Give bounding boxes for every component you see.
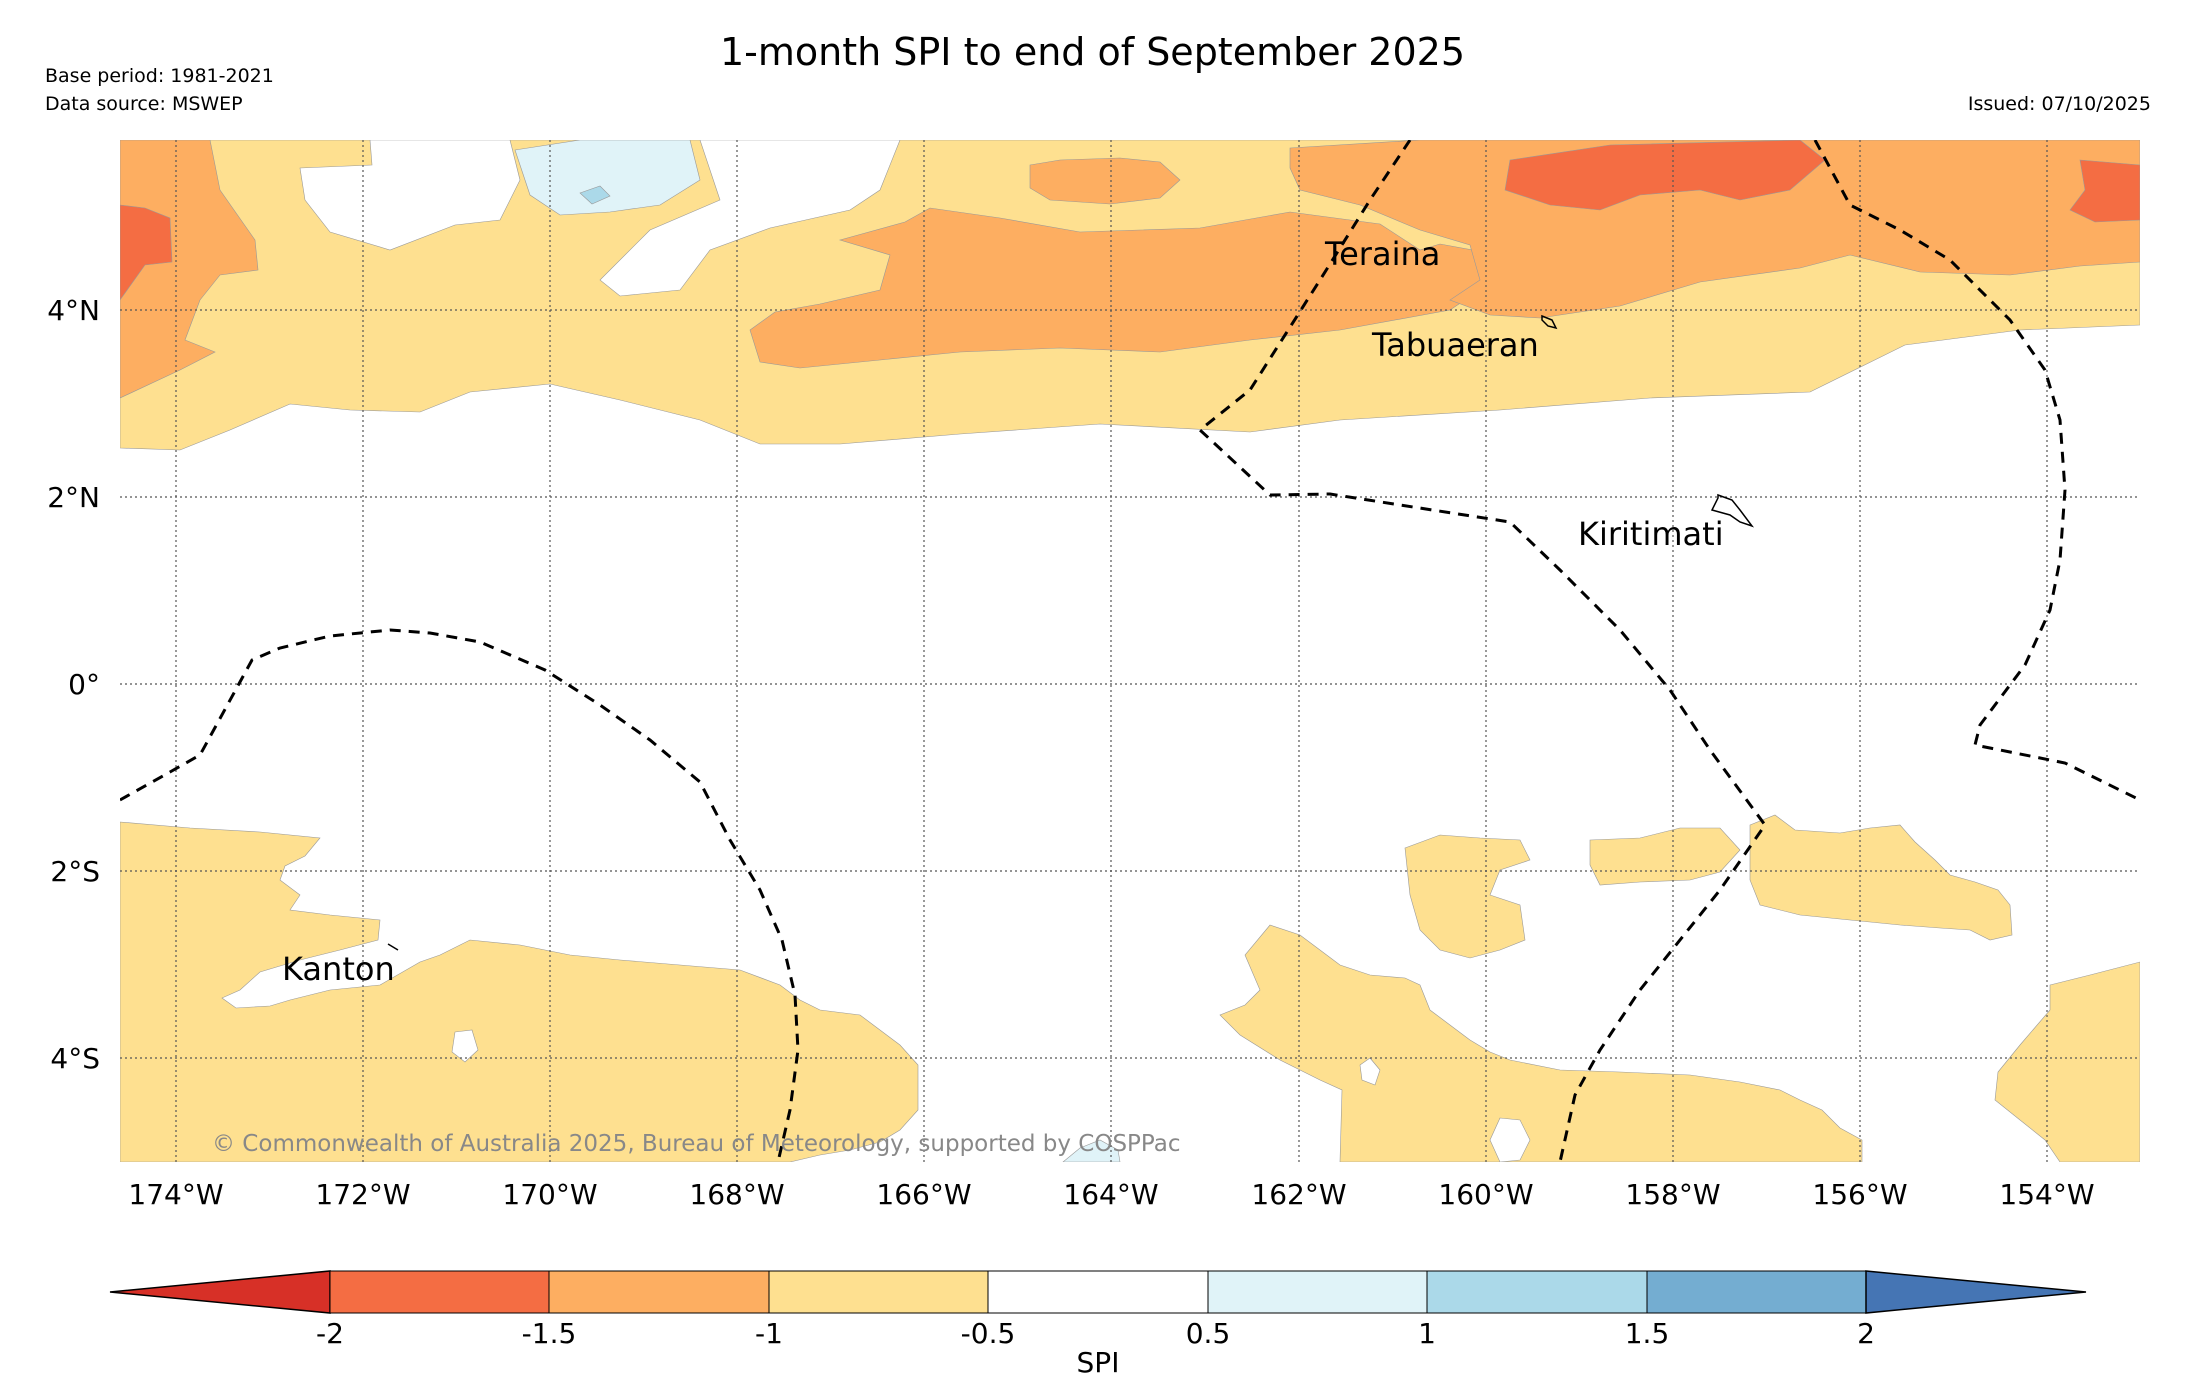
spi-band-moderately-dry-south xyxy=(1994,961,2140,1162)
latitude-label: 2°S xyxy=(50,855,100,888)
longitude-label: 154°W xyxy=(1999,1178,2094,1211)
eez-boundary-phoenix-islands xyxy=(120,628,800,1162)
place-label-teraina: Teraina xyxy=(1324,235,1440,273)
longitude-label: 158°W xyxy=(1625,1178,1720,1211)
spi-band-near-normal-gap xyxy=(599,140,901,297)
place-label-tabuaeran: Tabuaeran xyxy=(1371,326,1539,364)
spi-band-severely-dry xyxy=(1289,140,2140,319)
spi-band-severely-dry xyxy=(120,140,259,399)
longitude-label: 172°W xyxy=(315,1178,410,1211)
place-label-kanton: Kanton xyxy=(282,950,395,988)
latitude-label: 4°S xyxy=(50,1042,100,1075)
colorbar-extend-low xyxy=(109,1270,331,1314)
copyright-notice: © Commonwealth of Australia 2025, Bureau… xyxy=(212,1131,1181,1157)
colorbar-segment xyxy=(768,1270,989,1314)
spi-contours xyxy=(120,140,2140,1162)
spi-band-moderately-dry-south xyxy=(1589,827,1741,886)
colorbar-extend-high xyxy=(1865,1270,2087,1314)
colorbar-segment xyxy=(1207,1270,1428,1314)
colorbar-segment xyxy=(329,1270,550,1314)
spi-band-moderately-wet xyxy=(1062,1139,1121,1162)
eez-boundary-line-islands xyxy=(1197,140,1767,1162)
axis-labels: 174°W 172°W 170°W 168°W 166°W 164°W 162°W 160°W… xyxy=(47,294,2094,1211)
colorbar-tick-label: 0.5 xyxy=(1186,1317,1231,1350)
colorbar-segment xyxy=(1646,1270,1867,1314)
spi-band-very-wet xyxy=(579,185,611,205)
spi-band-near-normal-gap xyxy=(1489,1117,1531,1162)
longitude-label: 168°W xyxy=(689,1178,784,1211)
colorbar-tick-label: 1 xyxy=(1418,1317,1436,1350)
spi-band-extremely-dry xyxy=(120,204,173,301)
issued-date: Issued: 07/10/2025 xyxy=(1967,93,2151,115)
longitude-label: 166°W xyxy=(876,1178,971,1211)
longitude-label: 174°W xyxy=(128,1178,223,1211)
latitude-label: 4°N xyxy=(47,294,100,327)
colorbar-label: SPI xyxy=(1077,1346,1120,1379)
spi-band-severely-dry xyxy=(749,207,1501,369)
latitude-label: 0° xyxy=(68,668,100,701)
spi-band-moderately-dry-south xyxy=(1404,834,1531,959)
latitude-label: 2°N xyxy=(47,481,100,514)
kiritimati-island-outline xyxy=(1710,493,1755,528)
spi-band-near-normal-gap xyxy=(451,1029,479,1063)
colorbar-tick-label: -2 xyxy=(316,1317,344,1350)
island-outlines xyxy=(387,314,1755,951)
graticule xyxy=(120,140,2140,1162)
spi-band-near-normal-gap xyxy=(1359,1057,1381,1086)
colorbar-tick-label: -1 xyxy=(755,1317,783,1350)
colorbar-tick-label: 1.5 xyxy=(1625,1317,1670,1350)
kanton-island-outline xyxy=(387,943,399,951)
eez-boundaries xyxy=(120,140,2140,1162)
map-title: 1-month SPI to end of September 2025 xyxy=(719,30,1466,74)
place-label-kiritimati: Kiritimati xyxy=(1578,515,1724,553)
colorbar-segment xyxy=(548,1270,770,1314)
tabuaeran-island-outline xyxy=(1541,314,1558,330)
longitude-label: 164°W xyxy=(1063,1178,1158,1211)
longitude-label: 162°W xyxy=(1251,1178,1346,1211)
spi-band-extremely-dry xyxy=(1504,140,1826,211)
colorbar-tick-label: 2 xyxy=(1857,1317,1875,1350)
longitude-label: 156°W xyxy=(1812,1178,1907,1211)
spi-band-near-normal-gap xyxy=(299,140,521,251)
base-period: Base period: 1981-2021 xyxy=(45,65,274,87)
eez-boundary-line-islands xyxy=(1813,140,2140,802)
spi-band-moderately-wet xyxy=(514,140,701,216)
colorbar-tick-label: -0.5 xyxy=(961,1317,1016,1350)
colorbar: -2 -1.5 -1 -0.5 0.5 1 1.5 2 SPI xyxy=(109,1270,2087,1379)
colorbar-tick-label: -1.5 xyxy=(522,1317,577,1350)
spi-band-moderately-dry-south xyxy=(1219,924,1863,1162)
colorbar-segment xyxy=(987,1270,1209,1314)
data-source: Data source: MSWEP xyxy=(45,93,243,115)
spi-band-extremely-dry xyxy=(2069,159,2140,223)
spi-band-moderately-dry-south xyxy=(120,821,919,1162)
spi-band-severely-dry xyxy=(1029,157,1181,205)
colorbar-segment xyxy=(1426,1270,1648,1314)
longitude-label: 170°W xyxy=(502,1178,597,1211)
longitude-label: 160°W xyxy=(1438,1178,1533,1211)
spi-band-moderately-dry-south xyxy=(1749,814,2013,941)
